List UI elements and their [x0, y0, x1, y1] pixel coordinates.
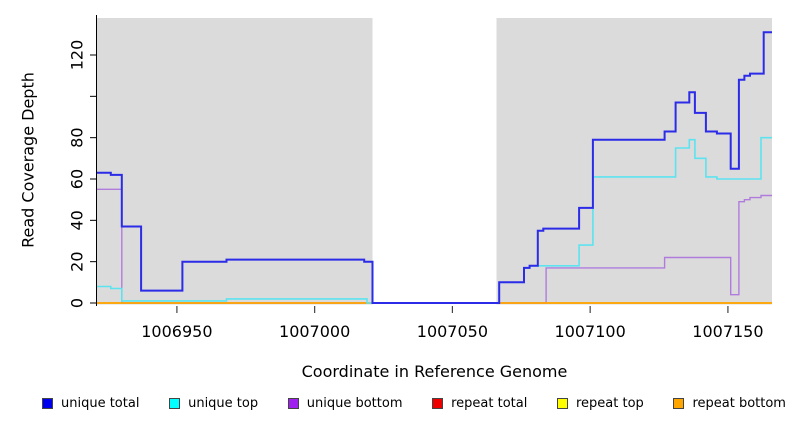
x-axis-title: Coordinate in Reference Genome — [301, 362, 568, 381]
x-tick-label: 1007050 — [417, 322, 488, 341]
legend-label: unique top — [188, 396, 259, 411]
y-tick-label: 40 — [68, 210, 87, 230]
legend-item-unique-bottom: unique bottom — [287, 396, 403, 411]
x-tick-label: 1007100 — [555, 322, 626, 341]
x-tick-label: 1007150 — [692, 322, 763, 341]
legend-swatch — [287, 398, 299, 409]
legend-item-unique-top: unique top — [169, 396, 258, 411]
legend-label: repeat top — [576, 396, 644, 411]
series-line-unique-top — [97, 136, 772, 304]
legend-swatch — [169, 398, 181, 409]
legend-item-unique-total: unique total — [42, 396, 139, 411]
legend: unique total unique top unique bottom repea… — [42, 396, 786, 411]
legend-swatch — [42, 398, 53, 409]
legend-item-repeat-top: repeat top — [557, 396, 644, 411]
y-axis-title: Read Coverage Depth — [18, 72, 38, 248]
legend-label: repeat total — [451, 396, 528, 411]
zero-coverage-gap — [372, 18, 497, 305]
y-tick-label: 60 — [68, 169, 87, 189]
y-tick-label: 20 — [68, 251, 87, 271]
legend-label: unique total — [61, 396, 140, 411]
legend-label: unique bottom — [306, 396, 403, 411]
legend-swatch — [432, 398, 444, 409]
legend-item-repeat-bottom: repeat bottom — [673, 396, 786, 411]
legend-label: repeat bottom — [692, 396, 786, 411]
legend-swatch — [673, 398, 685, 409]
y-tick-label: 120 — [68, 40, 87, 71]
legend-swatch — [557, 398, 568, 409]
series-line-unique-total — [97, 31, 772, 304]
x-tick-label: 1006950 — [141, 322, 212, 341]
y-tick-label: 80 — [68, 127, 87, 147]
x-tick-label: 1007000 — [279, 322, 350, 341]
y-tick-label: 0 — [68, 298, 87, 308]
legend-item-repeat-total: repeat total — [432, 396, 527, 411]
